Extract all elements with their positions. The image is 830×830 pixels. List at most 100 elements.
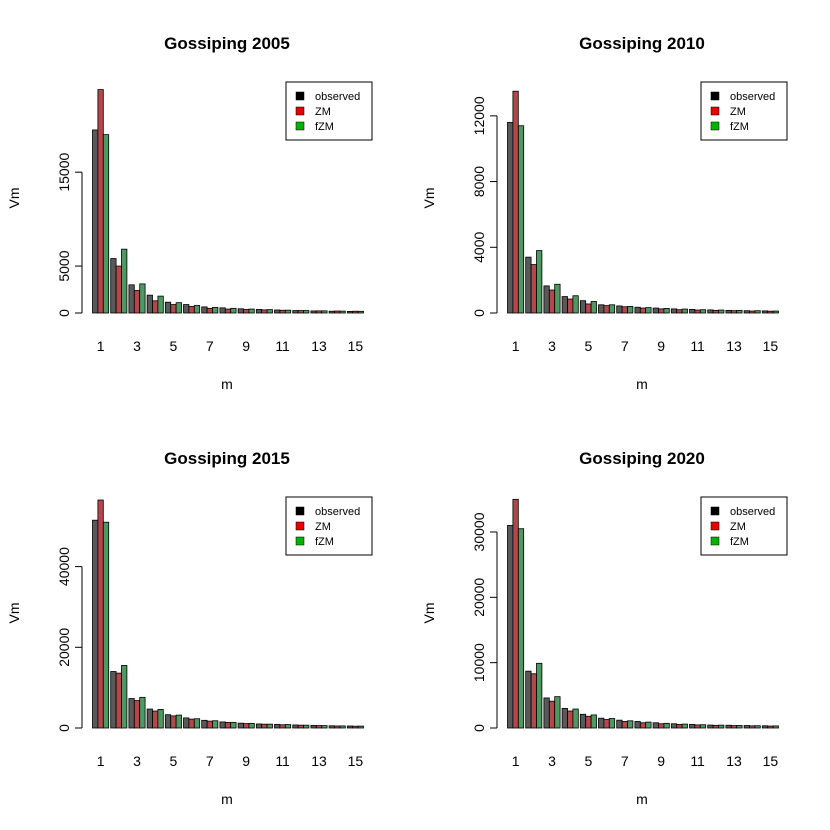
legend-label: ZM xyxy=(730,521,746,533)
bar-observed-m9 xyxy=(652,307,659,314)
bar-observed-m7 xyxy=(201,719,208,729)
legend: observed ZM fZM xyxy=(700,81,788,141)
x-tick-label: 13 xyxy=(311,338,327,354)
bar-zm-m14 xyxy=(334,310,341,314)
bar-observed-m14 xyxy=(743,310,750,314)
bar-fzm-m6 xyxy=(193,305,201,314)
legend-label: fZM xyxy=(730,536,749,548)
legend-swatch xyxy=(295,506,305,516)
x-tick-label: 3 xyxy=(548,338,556,354)
bar-zm-m15 xyxy=(767,310,774,314)
x-tick-label: 15 xyxy=(348,338,364,354)
y-tick-label: 8000 xyxy=(471,166,487,197)
x-tick-label: 11 xyxy=(690,753,705,769)
bar-fzm-m3 xyxy=(139,283,146,314)
bar-fzm-m13 xyxy=(321,725,328,729)
bar-observed-m7 xyxy=(616,719,623,729)
legend-swatch xyxy=(710,521,720,531)
x-axis-label: m xyxy=(636,376,648,392)
y-tick-label: 20000 xyxy=(471,578,487,617)
legend-swatch xyxy=(710,121,720,131)
bar-fzm-m13 xyxy=(736,725,743,729)
x-tick-label: 5 xyxy=(170,753,178,769)
bar-fzm-m3 xyxy=(554,696,561,729)
y-tick-label: 0 xyxy=(56,724,72,732)
bar-zm-m11 xyxy=(279,724,286,729)
bar-zm-m7 xyxy=(621,306,628,314)
bar-fzm-m15 xyxy=(357,310,364,314)
bar-observed-m8 xyxy=(219,721,226,729)
bar-fzm-m5 xyxy=(175,302,182,314)
y-tick-label: 4000 xyxy=(471,232,487,263)
y-axis-label: Vm xyxy=(6,188,22,209)
x-tick-label: 9 xyxy=(657,753,665,769)
bar-zm-m3 xyxy=(133,700,141,729)
bar-zm-m13 xyxy=(315,310,323,314)
bar-observed-m4 xyxy=(561,708,568,729)
bar-fzm-m1 xyxy=(102,134,110,314)
bar-fzm-m10 xyxy=(681,723,688,729)
legend: observed ZM fZM xyxy=(285,81,373,141)
bar-fzm-m8 xyxy=(645,307,652,314)
bar-zm-m10 xyxy=(261,309,268,314)
bar-fzm-m15 xyxy=(772,310,779,314)
bar-fzm-m8 xyxy=(230,721,237,729)
bar-fzm-m10 xyxy=(266,723,273,729)
bar-fzm-m8 xyxy=(230,307,237,314)
bar-observed-m9 xyxy=(652,722,659,729)
bar-zm-m14 xyxy=(334,725,341,729)
bar-observed-m14 xyxy=(328,310,335,314)
x-tick-label: 9 xyxy=(242,753,250,769)
bar-fzm-m6 xyxy=(193,718,201,729)
x-tick-label: 1 xyxy=(97,753,105,769)
bar-zm-m7 xyxy=(206,307,213,314)
bar-zm-m6 xyxy=(188,306,195,314)
bar-observed-m15 xyxy=(761,310,769,314)
y-axis-label: Vm xyxy=(421,188,437,209)
bar-fzm-m6 xyxy=(608,718,616,729)
legend-label: fZM xyxy=(730,121,749,133)
bar-fzm-m10 xyxy=(266,309,273,314)
bar-fzm-m14 xyxy=(339,725,346,729)
chart-title: Gossiping 2005 xyxy=(164,34,290,53)
bar-fzm-m13 xyxy=(321,310,328,314)
y-tick-label: 30000 xyxy=(471,512,487,551)
bar-observed-m3 xyxy=(128,284,135,314)
bar-observed-m6 xyxy=(183,304,190,314)
bar-fzm-m14 xyxy=(754,310,761,314)
bar-zm-m2 xyxy=(530,673,537,729)
bar-fzm-m2 xyxy=(121,248,128,314)
bar-zm-m15 xyxy=(352,725,359,729)
bar-zm-m10 xyxy=(676,724,683,729)
legend-label: fZM xyxy=(315,121,334,133)
bar-fzm-m3 xyxy=(554,283,561,314)
legend-swatch xyxy=(710,106,720,116)
bar-zm-m1 xyxy=(512,498,519,729)
bar-observed-m2 xyxy=(110,258,117,314)
legend-label: observed xyxy=(315,506,360,518)
bar-fzm-m5 xyxy=(590,714,597,729)
bar-fzm-m7 xyxy=(212,720,219,729)
bar-zm-m8 xyxy=(639,307,647,314)
bar-zm-m7 xyxy=(206,720,213,729)
bar-fzm-m11 xyxy=(284,724,292,729)
bar-observed-m3 xyxy=(543,285,550,314)
bar-observed-m1 xyxy=(92,129,99,314)
y-tick-label: 40000 xyxy=(56,547,72,586)
bar-fzm-m8 xyxy=(645,721,652,729)
bar-fzm-m2 xyxy=(121,665,128,729)
legend-label: observed xyxy=(315,91,360,103)
bar-zm-m3 xyxy=(548,700,556,729)
bar-observed-m15 xyxy=(346,725,354,729)
bar-observed-m6 xyxy=(598,304,605,314)
legend-label: observed xyxy=(730,506,775,518)
bar-observed-m11 xyxy=(689,724,696,729)
bar-zm-m8 xyxy=(224,721,232,729)
bar-observed-m9 xyxy=(237,308,244,314)
bar-fzm-m1 xyxy=(102,521,110,729)
bar-zm-m12 xyxy=(297,310,304,314)
x-tick-label: 13 xyxy=(726,338,742,354)
bar-observed-m11 xyxy=(274,723,281,729)
y-tick-label: 0 xyxy=(471,724,487,732)
legend-swatch xyxy=(710,536,720,546)
